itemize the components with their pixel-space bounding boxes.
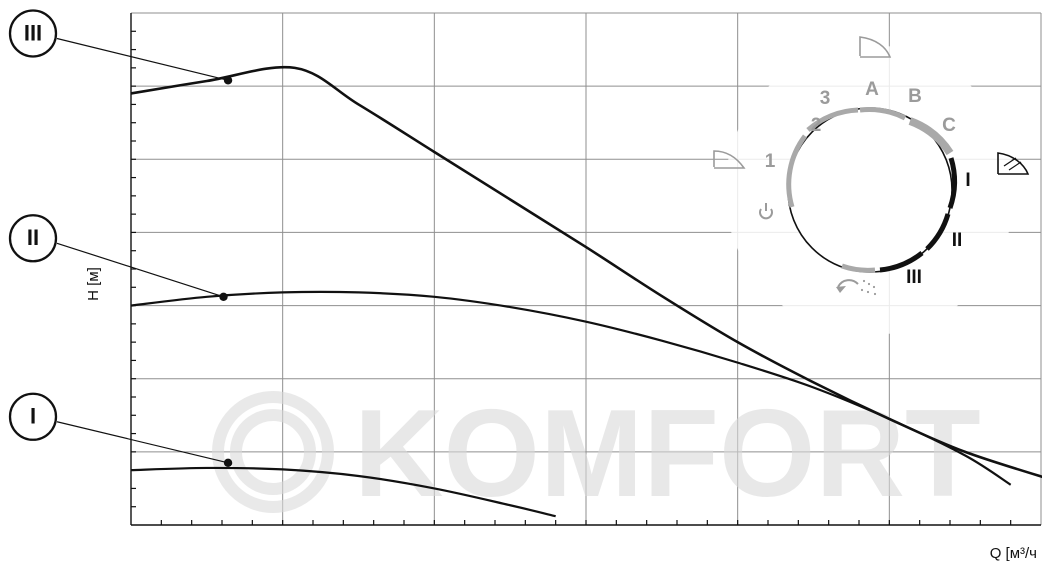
- dial-gray-arc-5: [841, 263, 876, 273]
- callout-dot-ii: [219, 292, 228, 301]
- dial-gray-arc-2: [806, 107, 859, 132]
- dial-black-arc-2: [925, 213, 951, 251]
- dial-label-roman-i: I: [965, 170, 970, 191]
- dial-gray-arc-1: [786, 134, 808, 208]
- right-curve-icon-stripe-1: [1003, 157, 1017, 167]
- dial-curve-icon-top: [859, 36, 892, 58]
- right-curve-icon: [997, 152, 1030, 175]
- series-line-iii: [130, 65, 1042, 479]
- callout-label-ii: II: [27, 225, 39, 250]
- callout-dot-iii: [223, 76, 233, 85]
- dial-air-vent-icon: [836, 279, 877, 296]
- air-vent-dot-4: [860, 288, 864, 292]
- air-vent-dot-6: [873, 292, 877, 296]
- callout-badge-ii: [8, 214, 58, 263]
- dial-label-c: C: [942, 115, 956, 136]
- left-curve-icon: [713, 150, 746, 169]
- dial-black-arc-3: [879, 251, 924, 273]
- callout-leader-iii: [56, 37, 229, 81]
- series-line-i: [130, 466, 556, 518]
- watermark-logo-outer-ring: [212, 391, 334, 513]
- air-vent-arrow-line: [837, 279, 859, 288]
- callout-badge-i: [8, 392, 58, 441]
- air-vent-dot-5: [866, 290, 870, 294]
- watermark-text: KOMFORT: [354, 385, 981, 523]
- dial-curve-icon-left: [713, 150, 746, 169]
- dial-label-roman-ii: II: [952, 230, 963, 251]
- air-vent-arrowhead: [836, 286, 846, 293]
- callout-leader-ii: [56, 242, 224, 298]
- air-vent-dot-1: [862, 279, 866, 283]
- y-axis-label: H [м]: [85, 267, 102, 301]
- mode-dial-overlay: 2 3 A B C 1 I II III: [713, 36, 1030, 335]
- watermark-logo-inner-ring: [230, 409, 316, 495]
- dial-power-icon: [759, 203, 773, 220]
- air-vent-dot-2: [867, 282, 871, 286]
- air-vent-dot-3: [872, 285, 876, 289]
- dial-black-arc-1: [947, 157, 957, 209]
- dial-label-b: B: [908, 86, 922, 107]
- dial-label-roman-iii: III: [906, 267, 922, 288]
- callout-label-i: I: [30, 404, 36, 429]
- callout-leader-i: [56, 421, 229, 464]
- watermark-layer: KOMFORT: [212, 385, 981, 523]
- right-curve-icon-stripe-2: [1008, 161, 1022, 171]
- dial-curve-icon-right: [997, 152, 1030, 175]
- callout-badge-iii: [8, 9, 58, 58]
- x-axis-label: Q [м³/ч: [990, 545, 1037, 562]
- top-curve-icon: [859, 36, 892, 58]
- dial-gray-arc-3: [859, 107, 907, 121]
- power-icon-arc: [759, 208, 773, 220]
- dial-label-2: 2: [811, 115, 822, 136]
- dial-label-3: 3: [820, 88, 831, 109]
- callout-label-iii: III: [24, 20, 42, 45]
- dial-label-a: A: [865, 79, 879, 100]
- dial-label-1: 1: [765, 151, 776, 172]
- callout-dot-i: [223, 458, 233, 468]
- dial-gray-arc-4: [908, 117, 954, 156]
- curves-layer: [130, 65, 1042, 518]
